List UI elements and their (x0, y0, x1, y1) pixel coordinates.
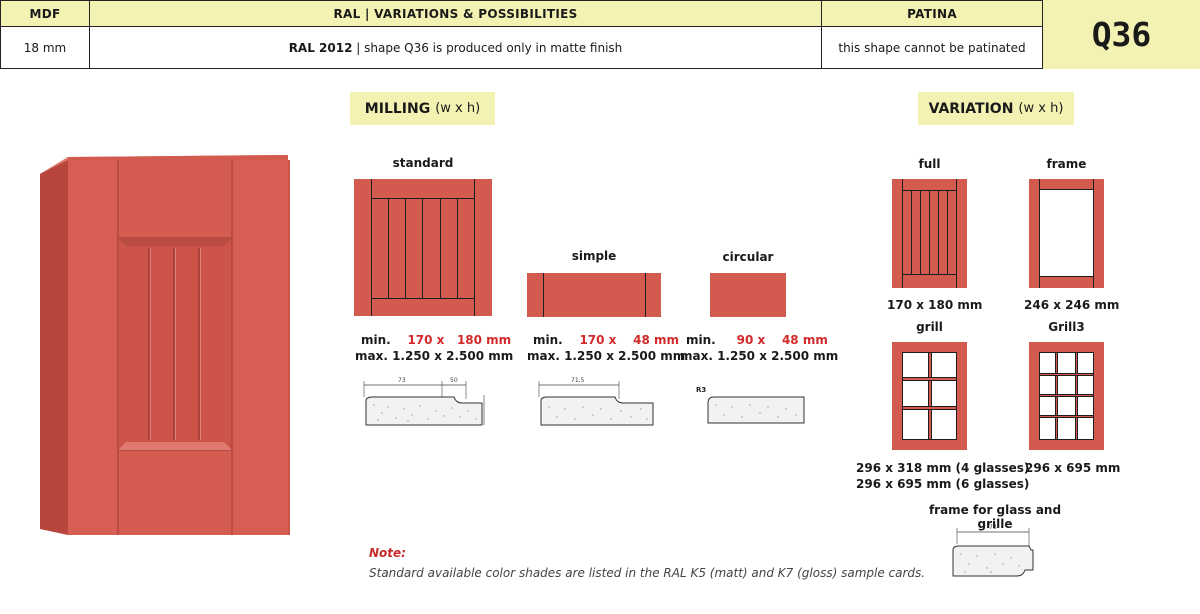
variation-grill-label: grill (916, 320, 943, 334)
milling-simple-max: max. 1.250 x 2.500 mm (527, 349, 686, 363)
milling-circular-sample (710, 273, 786, 317)
milling-circular-profile: R3 (696, 386, 805, 424)
milling-unit: (w x h) (435, 101, 481, 116)
variation-frame-label: frame (1046, 157, 1087, 171)
variation-frame-dims: 246 x 246 mm (1024, 298, 1120, 312)
milling-standard-min: min. 170 x 180 mm (361, 333, 512, 347)
milling-circular-label: circular (722, 250, 774, 264)
milling-standard-max: max. 1.250 x 2.500 mm (355, 349, 514, 363)
milling-simple-label: simple (571, 249, 617, 263)
milling-simple-dim: 71,5 (571, 377, 585, 384)
milling-simple-sample (527, 273, 661, 317)
spec-table: MDF RAL | VARIATIONS & POSSIBILITIES PAT… (0, 0, 1043, 69)
milling-standard-label: standard (392, 156, 454, 170)
frame-glass-dim: 73 (989, 524, 997, 531)
spec-table-value-row: 18 mm RAL 2012 | shape Q36 is produced o… (0, 26, 1043, 69)
milling-standard-dim-b: 50 (450, 377, 458, 384)
spec-table-header-row: MDF RAL | VARIATIONS & POSSIBILITIES PAT… (0, 0, 1043, 27)
milling-standard-dim-a: 73 (398, 377, 406, 384)
frame-glass-title: frame for glass and grille (928, 503, 1062, 531)
variation-grill3-dims: 296 x 695 mm (1025, 461, 1121, 475)
variation-grill-sample (892, 342, 967, 450)
door-illustration (40, 155, 290, 535)
ral-note: | shape Q36 is produced only in matte fi… (352, 40, 623, 55)
patina-header: PATINA (821, 0, 1043, 27)
milling-circular-radius: R3 (696, 386, 706, 394)
variation-grill3-label: Grill3 (1048, 320, 1085, 334)
note-text: Standard available color shades are list… (369, 566, 926, 580)
variation-grill-dims-1: 296 x 318 mm (4 glasses) (856, 461, 1030, 475)
variation-grill-dims-2: 296 x 695 mm (6 glasses) (856, 477, 1030, 491)
frame-glass-profile: 73 (952, 524, 1034, 577)
material-header: MDF (0, 0, 90, 27)
ral-header: RAL | VARIATIONS & POSSIBILITIES (89, 0, 822, 27)
milling-circular-min: min. 90 x 48 mm (686, 333, 828, 347)
milling-circular-max: max. 1.250 x 2.500 mm (680, 349, 839, 363)
variation-unit: (w x h) (1018, 101, 1064, 116)
ral-value: RAL 2012 | shape Q36 is produced only in… (89, 26, 822, 69)
variation-full-label: full (918, 157, 941, 171)
milling-title: MILLING (364, 100, 431, 117)
note-title: Note: (369, 546, 406, 560)
variation-frame-sample (1029, 179, 1104, 288)
shape-code-badge: Q36 (1043, 0, 1200, 69)
patina-value: this shape cannot be patinated (821, 26, 1043, 69)
variation-grill3-sample (1029, 342, 1104, 450)
milling-standard-profile: 73 50 (363, 377, 485, 426)
variation-full-dims: 170 x 180 mm (887, 298, 983, 312)
milling-label: MILLING (w x h) (350, 92, 495, 125)
ral-code: RAL 2012 (288, 40, 353, 55)
variation-title: VARIATION (928, 100, 1014, 117)
milling-standard-sample (354, 179, 492, 316)
milling-simple-profile: 71,5 (538, 377, 654, 426)
milling-simple-min: min. 170 x 48 mm (533, 333, 680, 347)
variation-label: VARIATION (w x h) (918, 92, 1074, 125)
variation-full-sample (892, 179, 967, 288)
material-value: 18 mm (0, 26, 90, 69)
